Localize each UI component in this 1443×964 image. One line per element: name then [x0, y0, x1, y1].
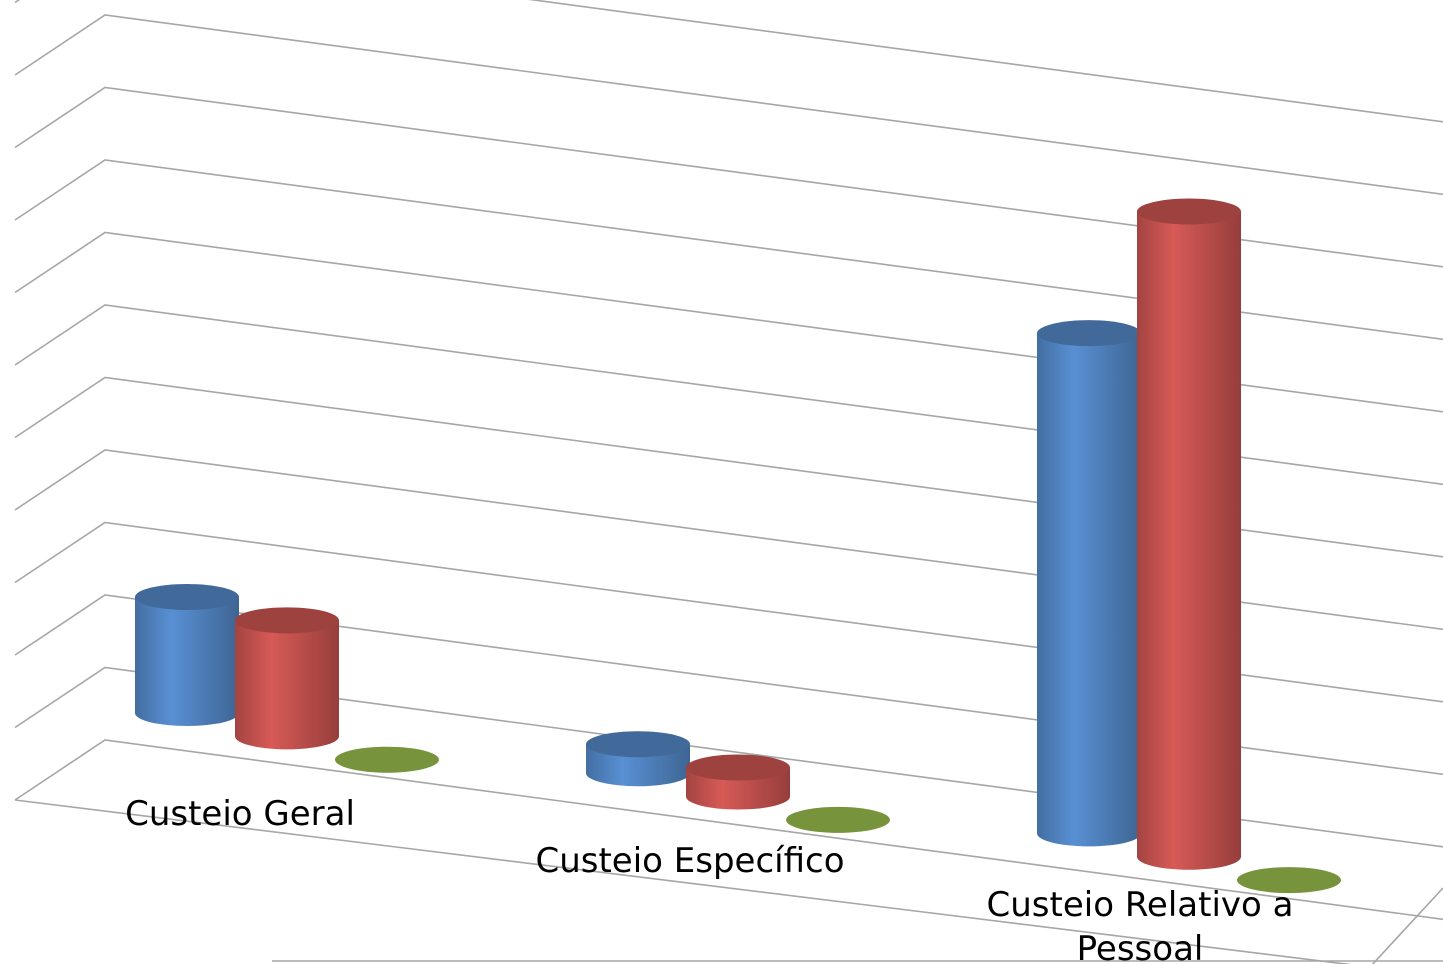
floor-edge [14, 799, 1443, 964]
bar-top [335, 746, 439, 773]
gridline [14, 739, 1443, 921]
gridline [14, 594, 1443, 776]
bar [1037, 320, 1141, 847]
bar-body [135, 597, 239, 726]
gridline [14, 304, 1443, 486]
bar [586, 731, 690, 787]
bar-body [1137, 211, 1241, 870]
gridline [14, 86, 1443, 268]
gridline [14, 0, 1443, 123]
bar-top [586, 731, 690, 758]
category-label: Custeio Geral [125, 794, 355, 834]
gridline [14, 231, 1443, 413]
bar-top [686, 754, 790, 781]
gridline [14, 449, 1443, 631]
gridline [14, 666, 1443, 848]
bar-top [1037, 320, 1141, 347]
category-labels: Custeio Geral Custeio Específico Custeio R… [125, 794, 1293, 964]
bar [335, 746, 439, 773]
bar-top [1237, 867, 1341, 894]
bar [135, 584, 239, 726]
bar-body [1037, 333, 1141, 847]
bar-top [1137, 198, 1241, 225]
gridline [14, 376, 1443, 558]
bar [786, 806, 890, 833]
gridline [14, 159, 1443, 341]
bar-top [135, 584, 239, 610]
bar [686, 754, 790, 810]
gridline [14, 14, 1443, 196]
category-label: Pessoal [1077, 929, 1204, 964]
grid [14, 0, 1443, 964]
bar-top [235, 607, 339, 634]
bar [1137, 198, 1241, 870]
category-label: Custeio Específico [535, 841, 844, 881]
gridline [14, 521, 1443, 703]
category-label: Custeio Relativo a [987, 885, 1294, 925]
bar [235, 607, 339, 750]
bars [135, 198, 1341, 894]
bar-top [786, 806, 890, 833]
bar-body [235, 620, 339, 750]
bar [1237, 867, 1341, 894]
